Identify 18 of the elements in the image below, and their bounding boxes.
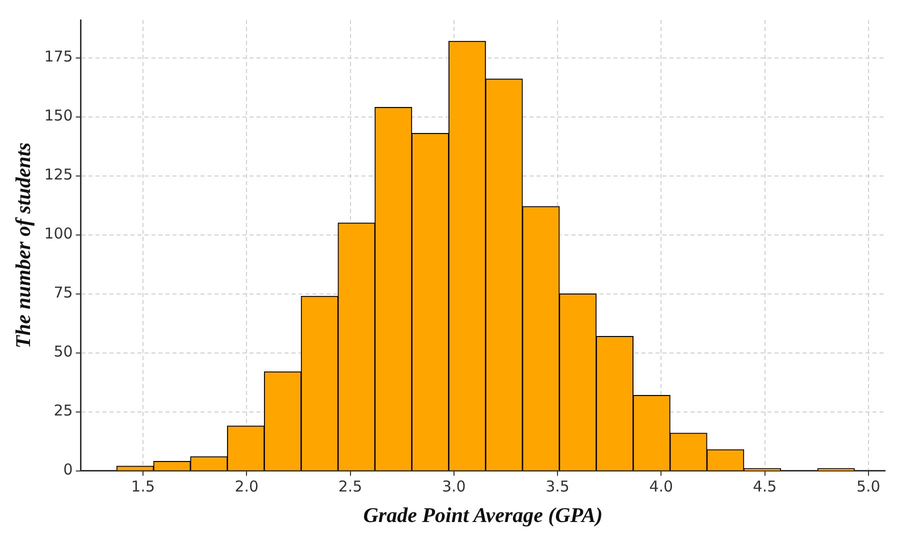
x-tick-label: 4.0 [649,478,674,496]
y-tick-label: 175 [44,48,73,66]
y-tick-label: 75 [54,284,73,302]
y-tick-label: 150 [44,106,73,125]
x-tick-label: 3.0 [442,478,466,496]
x-tick-label: 2.0 [234,478,259,496]
y-tick-label: 50 [54,342,73,361]
x-axis-title: Grade Point Average (GPA) [363,502,603,527]
x-tick-label: 1.5 [131,478,155,496]
y-tick-label: 0 [63,460,73,479]
x-tick-label: 3.5 [546,478,570,496]
x-tick-label: 2.5 [338,478,362,496]
y-axis-title: The number of students [11,142,36,348]
y-tick-label: 125 [44,166,73,184]
x-tick-label: 5.0 [856,478,880,496]
y-tick-label: 100 [44,224,73,243]
y-tick-label: 25 [54,402,73,420]
x-tick-label: 4.5 [752,478,777,496]
